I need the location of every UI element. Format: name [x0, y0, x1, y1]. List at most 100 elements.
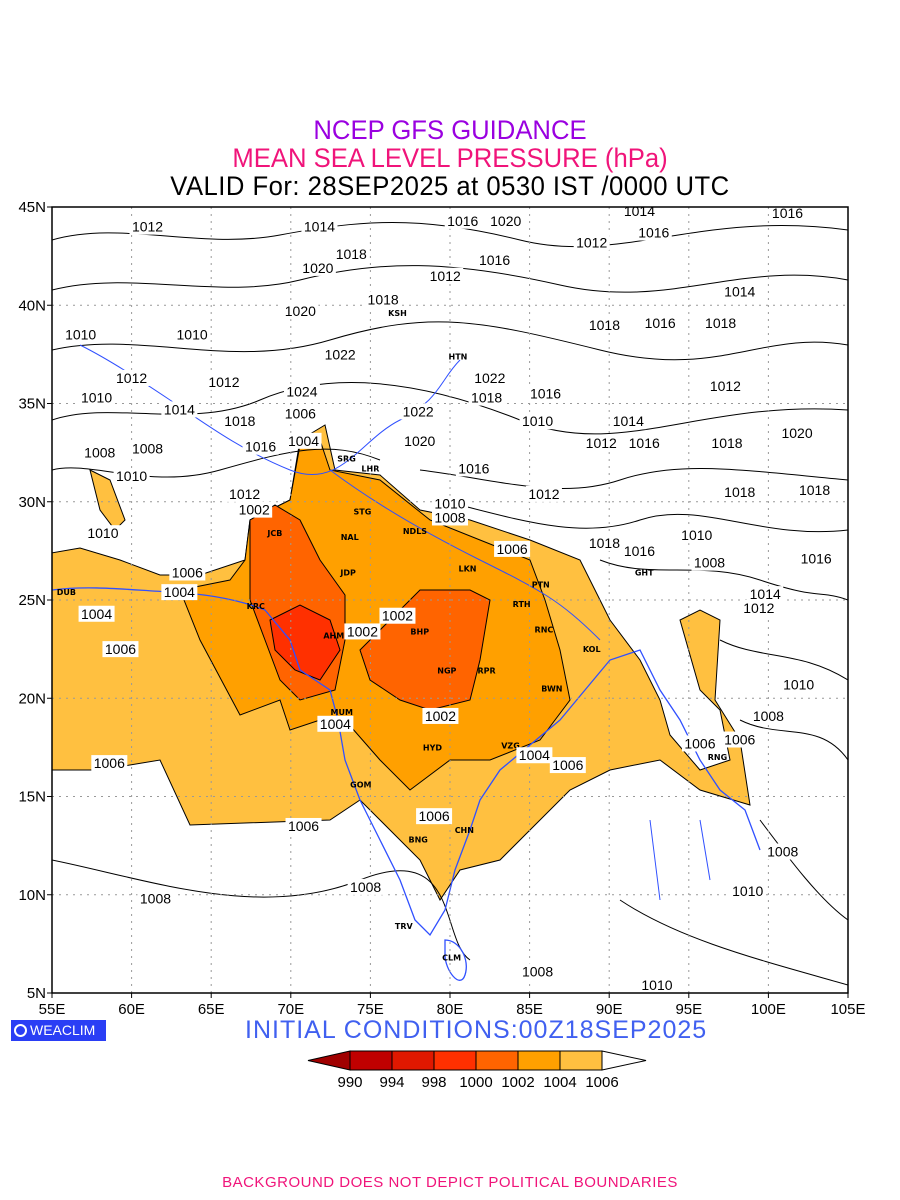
contour-label-text: 1010	[434, 496, 465, 512]
station-lhr: LHR	[361, 464, 379, 473]
contour-label-text: 1004	[519, 747, 550, 763]
colorbar-box	[349, 1050, 393, 1071]
contour-label-text: 1018	[711, 435, 742, 451]
station-rth: RTH	[513, 600, 531, 609]
y-tick-label: 30N	[18, 494, 46, 511]
contour-label: 1008	[129, 440, 166, 457]
contour-label: 1004	[78, 605, 115, 622]
contour-label-text: 1016	[479, 252, 510, 268]
contour-label-text: 1014	[164, 401, 195, 417]
contour-label: 1012	[226, 485, 263, 502]
contour-label-bg	[444, 212, 481, 229]
contour-label-text: 1006	[684, 735, 715, 751]
contour-label: 1016	[635, 224, 672, 241]
contour-label-text: 1012	[743, 600, 774, 616]
contour-label-bg	[586, 316, 623, 333]
colorbar-level-label: 1000	[459, 1074, 492, 1091]
station-htn: HTN	[449, 352, 468, 361]
contour-label: 1016	[527, 385, 564, 402]
colorbar-level-label: 998	[421, 1074, 446, 1091]
contour-label-bg	[400, 403, 437, 420]
contour-label: 1014	[161, 401, 198, 418]
contour-label: 1018	[365, 291, 402, 308]
contour-label-bg	[610, 413, 647, 430]
pressure-shading	[52, 424, 751, 901]
contour-label-bg	[422, 707, 459, 724]
contour-label-bg	[236, 501, 273, 518]
contour-label-text: 1008	[84, 445, 115, 461]
contour-label-bg	[583, 434, 620, 451]
contour-label: 1002	[236, 501, 273, 518]
contour-label-bg	[401, 432, 438, 449]
contour-label-bg	[471, 369, 508, 386]
contour-label-text: 1018	[724, 484, 755, 500]
contour-label: 1014	[610, 413, 647, 430]
contour-label-text: 1024	[286, 384, 317, 400]
contour-label-text: 1020	[285, 303, 316, 319]
colorbar-box	[433, 1050, 477, 1071]
contour-label: 1012	[583, 434, 620, 451]
contour-label: 1008	[347, 878, 384, 895]
isobar	[719, 639, 848, 681]
contour-label-text: 1012	[586, 435, 617, 451]
title-model: NCEP GFS GUIDANCE	[313, 115, 587, 145]
contour-label: 1018	[586, 535, 623, 552]
station-lkn: LKN	[459, 565, 477, 574]
contour-label-bg	[702, 314, 739, 331]
contour-label-bg	[299, 259, 336, 276]
y-tick-label: 35N	[18, 396, 46, 413]
colorbar: 990 994 998 1000 1002 1004 1006	[307, 1050, 647, 1091]
contour-label-text: 1010	[177, 327, 208, 343]
contour-label-text: 1010	[681, 527, 712, 543]
contour-label-text: 1020	[781, 425, 812, 441]
colorbar-level-label: 1004	[543, 1074, 576, 1091]
region-1004-1006-small	[89, 469, 126, 531]
contour-label: 1024	[283, 383, 320, 400]
contour-label-text: 1020	[404, 433, 435, 449]
contour-label: 1022	[471, 369, 508, 386]
station-clm: CLM	[442, 954, 461, 963]
contour-label-bg	[427, 267, 464, 284]
contour-label-bg	[91, 755, 128, 772]
station-ndls: NDLS	[403, 527, 427, 536]
contour-label: 1010	[113, 468, 150, 485]
contour-label-text: 1006	[94, 755, 125, 771]
colorbar-box	[559, 1050, 603, 1071]
contour-label-bg	[102, 641, 139, 658]
contour-label-bg	[487, 212, 524, 229]
axis-ticks: 55E 60E 65E 70E 75E 80E 85E 90E 95E 100E 105E 45N 40…	[18, 199, 865, 1018]
river-ganga	[329, 469, 601, 641]
x-tick-label: 90E	[596, 1001, 623, 1018]
contour-label: 1006	[416, 808, 453, 825]
x-tick-label: 95E	[675, 1001, 702, 1018]
contour-label-text: 1016	[772, 205, 803, 221]
contour-label: 1002	[344, 623, 381, 640]
station-labels: KSH HTN SRG LHR STG NDLS JCB NAL JDP LKN PTN DUB KRC…	[57, 309, 727, 963]
contour-label: 1012	[525, 485, 562, 502]
contour-label: 1020	[779, 424, 816, 441]
contour-label-text: 1018	[336, 246, 367, 262]
contour-label-text: 1012	[576, 234, 607, 250]
contour-label-text: 1004	[288, 433, 319, 449]
contour-label: 1014	[721, 283, 758, 300]
contour-label-text: 1006	[105, 641, 136, 657]
contour-label-text: 1014	[750, 586, 781, 602]
contour-label: 1020	[282, 303, 319, 320]
contour-label-text: 1006	[724, 732, 755, 748]
contour-label-bg	[709, 434, 746, 451]
initial-conditions: INITIAL CONDITIONS:00Z18SEP2025	[245, 1016, 708, 1044]
contour-label-bg	[780, 676, 817, 693]
contour-label: 1010	[678, 527, 715, 544]
contour-label: 1016	[476, 252, 513, 269]
contour-label-text: 1022	[474, 370, 505, 386]
contour-label-bg	[226, 485, 263, 502]
contour-label-bg	[283, 383, 320, 400]
contour-label: 1022	[400, 403, 437, 420]
contour-label: 1010	[78, 389, 115, 406]
contour-label-text: 1016	[801, 551, 832, 567]
contour-label-bg	[84, 525, 121, 542]
contour-label: 1012	[113, 369, 150, 386]
isobar	[52, 265, 848, 293]
contour-label-bg	[527, 385, 564, 402]
